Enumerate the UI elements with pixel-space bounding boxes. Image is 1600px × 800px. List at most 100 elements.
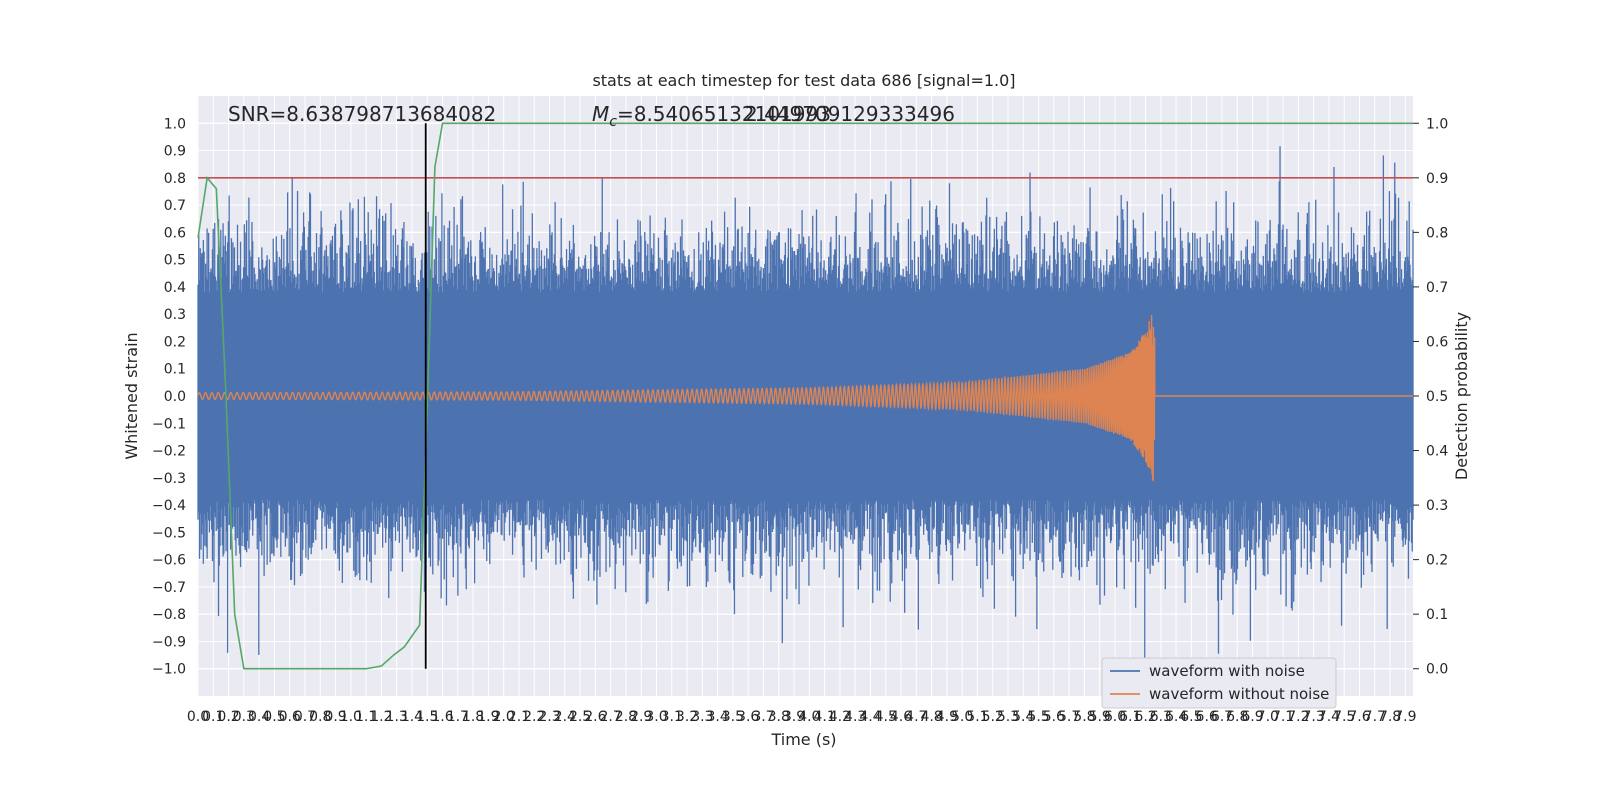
y-left-tick-label: 0.6	[164, 225, 186, 241]
x-tick-label: 0.6	[279, 709, 301, 725]
y-right-tick-label: 0.5	[1426, 389, 1448, 405]
x-tick-label: 0.4	[248, 709, 270, 725]
y-right-tick-labels: 0.0 0.1 0.2 0.3 0.4 0.5 0.6 0.7 0.8 0.9 1.0	[1413, 116, 1448, 678]
x-tick-label: 4.5	[875, 709, 897, 725]
series-waveform-without-noise	[197, 315, 1413, 482]
x-tick-label: 2.1	[508, 709, 530, 725]
x-tick-label: 0.0	[187, 709, 209, 725]
x-tick-label: 1.6	[431, 709, 453, 725]
x-axis-label: Time (s)	[770, 730, 836, 749]
chart-title: stats at each timestep for test data 686…	[592, 71, 1015, 90]
x-tick-label: 4.2	[829, 709, 851, 725]
x-tick-label: 3.0	[645, 709, 667, 725]
y-left-tick-label: −0.3	[152, 471, 186, 487]
y-right-tick-label: 0.9	[1426, 171, 1448, 187]
x-tick-label: 1.1	[355, 709, 377, 725]
y-left-tick-label: −0.1	[152, 416, 186, 432]
x-tick-label: 7.6	[1348, 709, 1370, 725]
x-tick-label: 2.2	[523, 709, 545, 725]
x-tick-label: 3.7	[752, 709, 774, 725]
y-left-tick-label: 0.5	[164, 253, 186, 269]
x-tick-label: 1.5	[416, 709, 438, 725]
x-tick-label: 5.5	[1027, 709, 1049, 725]
x-tick-label: 3.6	[737, 709, 759, 725]
legend-label-noise: waveform with noise	[1149, 662, 1305, 680]
y-left-tick-label: −0.9	[152, 634, 186, 650]
x-tick-label: 5.6	[1043, 709, 1065, 725]
x-tick-label: 1.0	[340, 709, 362, 725]
y-right-tick-label: 0.8	[1426, 225, 1448, 241]
overlap-annotation: 2.449709129333496	[745, 102, 955, 126]
chirp-mass-value: =8.54065132101993	[617, 102, 831, 126]
x-tick-label: 4.1	[813, 709, 835, 725]
x-tick-label: 7.8	[1379, 709, 1401, 725]
x-tick-label: 7.9	[1394, 709, 1416, 725]
y-left-tick-label: −0.4	[152, 498, 186, 514]
x-tick-label: 3.3	[691, 709, 713, 725]
x-tick-label: 4.6	[890, 709, 912, 725]
chirp-mass-subscript: c	[609, 114, 617, 130]
y-left-axis-label: Whitened strain	[122, 332, 141, 459]
y-right-tick-label: 0.1	[1426, 607, 1448, 623]
x-tick-label: 5.2	[982, 709, 1004, 725]
y-right-tick-label: 1.0	[1426, 116, 1448, 132]
x-tick-label: 5.7	[1058, 709, 1080, 725]
x-tick-label: 0.7	[294, 709, 316, 725]
y-right-tick-label: 0.0	[1426, 662, 1448, 678]
x-tick-label: 1.8	[462, 709, 484, 725]
x-tick-label: 7.1	[1272, 709, 1294, 725]
x-tick-label: 6.4	[1165, 709, 1187, 725]
y-left-tick-label: 0.4	[164, 280, 186, 296]
legend: waveform with noise waveform without noi…	[1101, 657, 1337, 709]
x-tick-label: 3.4	[706, 709, 728, 725]
x-tick-label: 7.7	[1364, 709, 1386, 725]
y-left-tick-label: −0.8	[152, 607, 186, 623]
y-left-tick-label: 0.0	[164, 389, 186, 405]
y-right-tick-label: 0.3	[1426, 498, 1448, 514]
y-left-tick-label: 0.7	[164, 198, 186, 214]
x-tick-label: 1.7	[447, 709, 469, 725]
x-tick-label: 0.5	[263, 709, 285, 725]
x-tick-label: 5.8	[1073, 709, 1095, 725]
x-tick-label: 6.8	[1226, 709, 1248, 725]
snr-annotation: SNR=8.638798713684082	[228, 102, 496, 126]
x-tick-label: 5.9	[1089, 709, 1111, 725]
x-tick-label: 7.2	[1287, 709, 1309, 725]
y-left-tick-label: 0.8	[164, 171, 186, 187]
x-tick-label: 6.2	[1134, 709, 1156, 725]
x-tick-label: 2.8	[615, 709, 637, 725]
x-tick-label: 7.4	[1318, 709, 1340, 725]
clean-waveform-trace	[197, 315, 1413, 482]
x-tick-label: 3.2	[676, 709, 698, 725]
y-right-tick-label: 0.4	[1426, 444, 1448, 460]
x-tick-label: 6.7	[1211, 709, 1233, 725]
y-right-tick-label: 0.7	[1426, 280, 1448, 296]
x-tick-label: 6.3	[1150, 709, 1172, 725]
chirp-mass-symbol: M	[592, 102, 609, 126]
x-tick-label: 2.4	[554, 709, 576, 725]
x-tick-label: 4.4	[859, 709, 881, 725]
x-tick-label: 7.3	[1303, 709, 1325, 725]
y-right-axis-label: Detection probability	[1452, 312, 1471, 480]
y-left-tick-label: 0.3	[164, 307, 186, 323]
x-tick-label: 1.3	[386, 709, 408, 725]
x-tick-label: 2.0	[493, 709, 515, 725]
y-left-tick-label: 1.0	[164, 116, 186, 132]
x-tick-labels: 0.00.10.20.30.40.50.60.70.80.91.01.11.21…	[187, 709, 1417, 725]
x-tick-label: 1.9	[477, 709, 499, 725]
x-tick-label: 3.8	[768, 709, 790, 725]
x-tick-label: 3.9	[783, 709, 805, 725]
chirp-mass-annotation: Mc=8.54065132101993	[592, 102, 831, 130]
x-tick-label: 4.9	[936, 709, 958, 725]
x-tick-label: 3.1	[661, 709, 683, 725]
x-tick-label: 7.0	[1257, 709, 1279, 725]
x-tick-label: 5.4	[1012, 709, 1034, 725]
y-left-tick-label: −0.6	[152, 553, 186, 569]
legend-label-clean: waveform without noise	[1149, 685, 1329, 703]
legend-box	[1101, 657, 1337, 709]
x-tick-label: 3.5	[722, 709, 744, 725]
x-tick-label: 5.3	[997, 709, 1019, 725]
x-tick-label: 2.9	[630, 709, 652, 725]
y-left-tick-labels: −1.0 −0.9 −0.8 −0.7 −0.6 −0.5 −0.4 −0.3 −0.2 −0.1…	[152, 116, 186, 677]
